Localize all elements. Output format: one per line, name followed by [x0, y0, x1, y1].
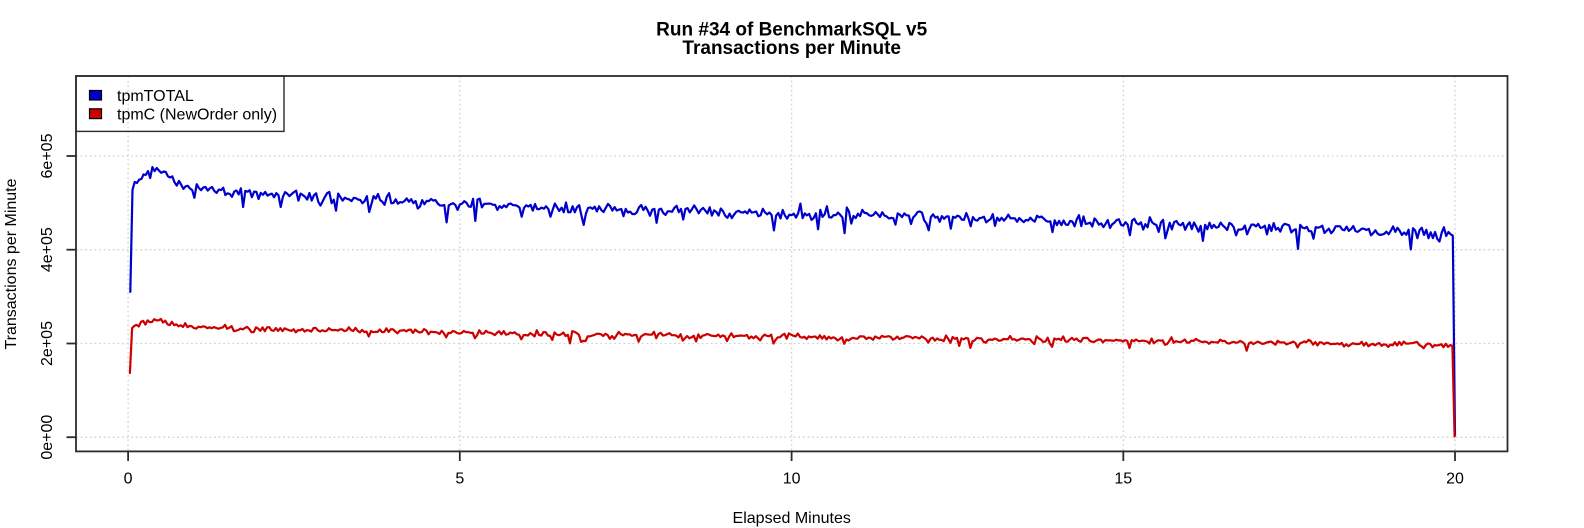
svg-text:Run #34 of BenchmarkSQL v5: Run #34 of BenchmarkSQL v5 — [656, 19, 927, 40]
svg-text:5: 5 — [455, 471, 464, 488]
svg-text:4e+05: 4e+05 — [39, 227, 56, 272]
svg-text:Transactions per Minute: Transactions per Minute — [682, 38, 901, 59]
svg-text:20: 20 — [1446, 471, 1464, 488]
svg-text:0e+00: 0e+00 — [39, 415, 56, 460]
svg-text:15: 15 — [1114, 471, 1132, 488]
svg-text:Elapsed Minutes: Elapsed Minutes — [733, 510, 851, 527]
svg-text:tpmTOTAL: tpmTOTAL — [117, 88, 194, 105]
svg-text:Transactions per Minute: Transactions per Minute — [3, 178, 20, 349]
svg-text:0: 0 — [124, 471, 133, 488]
svg-text:6e+05: 6e+05 — [39, 133, 56, 178]
svg-text:2e+05: 2e+05 — [39, 321, 56, 366]
svg-text:tpmC (NewOrder only): tpmC (NewOrder only) — [117, 107, 277, 124]
svg-text:10: 10 — [783, 471, 801, 488]
